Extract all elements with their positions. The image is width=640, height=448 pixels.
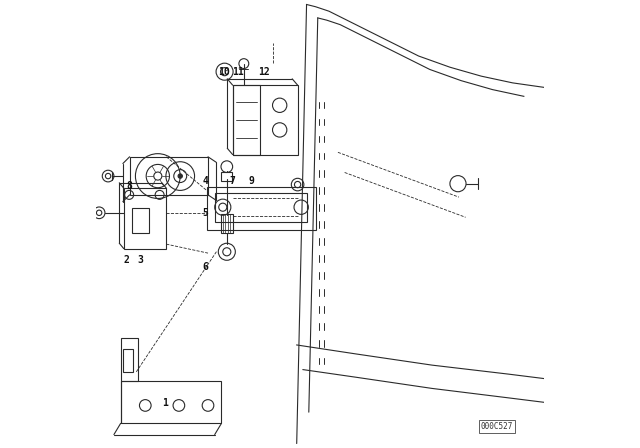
- Text: 3: 3: [138, 255, 144, 265]
- Bar: [233, 85, 260, 155]
- Text: 1: 1: [163, 398, 168, 408]
- Text: 5: 5: [203, 208, 209, 218]
- Text: 9: 9: [249, 177, 255, 186]
- Bar: [130, 157, 208, 195]
- Circle shape: [178, 174, 182, 178]
- Bar: [132, 208, 149, 233]
- Bar: [121, 338, 138, 381]
- Bar: [207, 187, 316, 230]
- Text: 12: 12: [258, 67, 270, 77]
- Bar: [221, 214, 233, 233]
- Text: 8: 8: [127, 181, 132, 191]
- Bar: [233, 85, 298, 155]
- Text: 7: 7: [230, 177, 236, 186]
- Text: 6: 6: [203, 262, 209, 271]
- Bar: [124, 349, 133, 372]
- Bar: [221, 172, 232, 181]
- Bar: [124, 188, 166, 249]
- Bar: [121, 381, 221, 423]
- Text: 000C527: 000C527: [481, 422, 513, 431]
- Text: 10: 10: [218, 67, 230, 77]
- Text: 2: 2: [124, 255, 129, 265]
- Text: 11: 11: [232, 67, 244, 77]
- Bar: [215, 193, 307, 222]
- Text: 4: 4: [203, 177, 209, 186]
